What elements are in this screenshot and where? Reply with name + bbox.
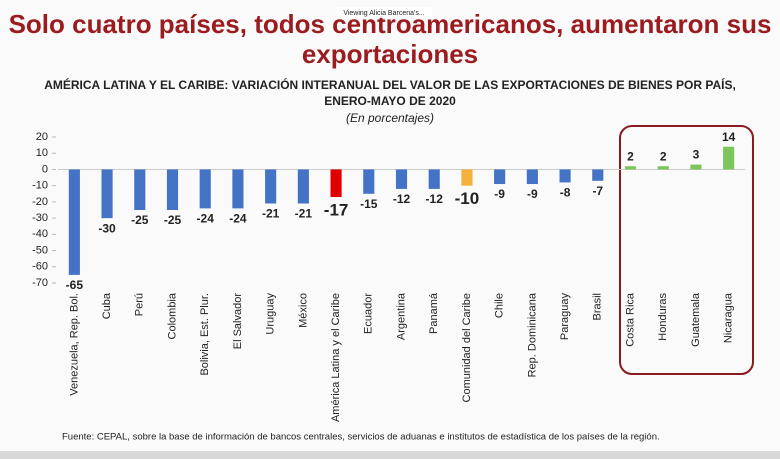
x-tick-label: Ecuador (363, 293, 375, 334)
bar (363, 169, 375, 194)
bar (559, 169, 571, 183)
y-tick-label: -50 (32, 244, 48, 256)
y-tick-label: -10 (32, 180, 48, 192)
bar (134, 169, 146, 210)
y-tick-label: 20 (36, 131, 48, 143)
data-label: -8 (560, 186, 571, 200)
y-tick-label: -70 (32, 277, 48, 289)
bar (68, 169, 80, 275)
x-tick-label: Paraguay (559, 293, 571, 341)
x-tick-label: Argentina (395, 292, 407, 340)
plot: 20 10 0 -10 -20 -30 -40 -50 -60 -70 Venezuela, Rep… (32, 130, 745, 422)
data-label: -65 (66, 278, 84, 292)
data-label: -24 (197, 212, 215, 226)
unit-note: (En porcentajes) (346, 111, 434, 125)
data-label: -21 (295, 207, 313, 221)
bar (494, 169, 506, 185)
x-tick-label: Uruguay (265, 293, 277, 335)
y-tick-label: -30 (32, 212, 48, 224)
data-label: -10 (455, 189, 480, 208)
bar (297, 169, 309, 204)
x-tick-label: Colombia (166, 292, 178, 339)
y-tick-label: 10 (36, 147, 48, 159)
subtitle: ENERO-MAYO DE 2020 (324, 94, 456, 108)
data-label: -12 (393, 192, 411, 206)
data-label: 2 (627, 149, 634, 163)
y-tick-label: -60 (32, 261, 48, 273)
data-label: -7 (592, 184, 603, 198)
y-tick-label: -20 (32, 196, 48, 208)
source: Fuente: CEPAL, sobre la base de informac… (62, 432, 660, 443)
x-tick-label: Brasil (592, 293, 604, 321)
x-tick-label: Panamá (428, 292, 440, 334)
bar (395, 169, 408, 189)
x-tick-label: Comunidad del Caribe (461, 293, 473, 402)
bar (330, 169, 342, 198)
bar (690, 164, 702, 170)
data-label: -12 (426, 192, 444, 206)
subtitle: AMÉRICA LATINA Y EL CARIBE: VARIACIÓN IN… (44, 77, 736, 92)
x-tick-label: Costa Rica (624, 292, 636, 347)
bar (526, 169, 538, 185)
x-tick-label: El Salvador (232, 293, 244, 350)
x-tick-label: Cuba (101, 292, 113, 319)
bar (461, 169, 473, 186)
data-label: -24 (229, 212, 247, 226)
bar (624, 166, 637, 170)
highlight-box (619, 125, 754, 375)
data-label: -21 (262, 207, 280, 221)
data-label: 14 (722, 130, 736, 144)
viewing-label: Viewing Alicia Barcena's... (343, 10, 424, 17)
title: exportaciones (302, 39, 478, 69)
bar (101, 169, 113, 219)
y-tick-label: 0 (42, 163, 48, 175)
y-tick-label: -40 (32, 228, 48, 240)
bar (723, 146, 735, 170)
bar (265, 169, 277, 204)
data-label: 3 (693, 148, 700, 162)
data-label: -9 (494, 187, 505, 201)
x-tick-label: América Latina y el Caribe (330, 293, 342, 422)
bar (592, 169, 604, 181)
data-label: -17 (324, 201, 349, 220)
bar (166, 169, 179, 210)
data-label: -25 (131, 213, 149, 227)
x-tick-label: Perú (134, 293, 146, 316)
data-label: -25 (164, 213, 182, 227)
data-label: -9 (527, 187, 538, 201)
x-tick-label: Honduras (657, 293, 669, 341)
viewing-banner (336, 7, 432, 18)
x-tick-label: Nicaragua (723, 292, 735, 343)
x-tick-label: Bolivia, Est. Plur. (199, 293, 211, 376)
bar (199, 169, 211, 209)
x-tick-label: Venezuela, Rep. Bol. (68, 293, 80, 396)
data-label: 2 (660, 149, 667, 163)
data-label: -15 (360, 197, 378, 211)
bar (428, 169, 440, 189)
taskbar (0, 451, 780, 459)
bar (657, 166, 669, 170)
data-label: -30 (98, 221, 116, 235)
bar (232, 169, 244, 209)
x-tick-label: Guatemala (690, 292, 702, 347)
x-tick-label: Rep. Dominicana (526, 292, 538, 377)
x-tick-label: México (297, 293, 309, 328)
x-tick-label: Chile (494, 293, 506, 318)
